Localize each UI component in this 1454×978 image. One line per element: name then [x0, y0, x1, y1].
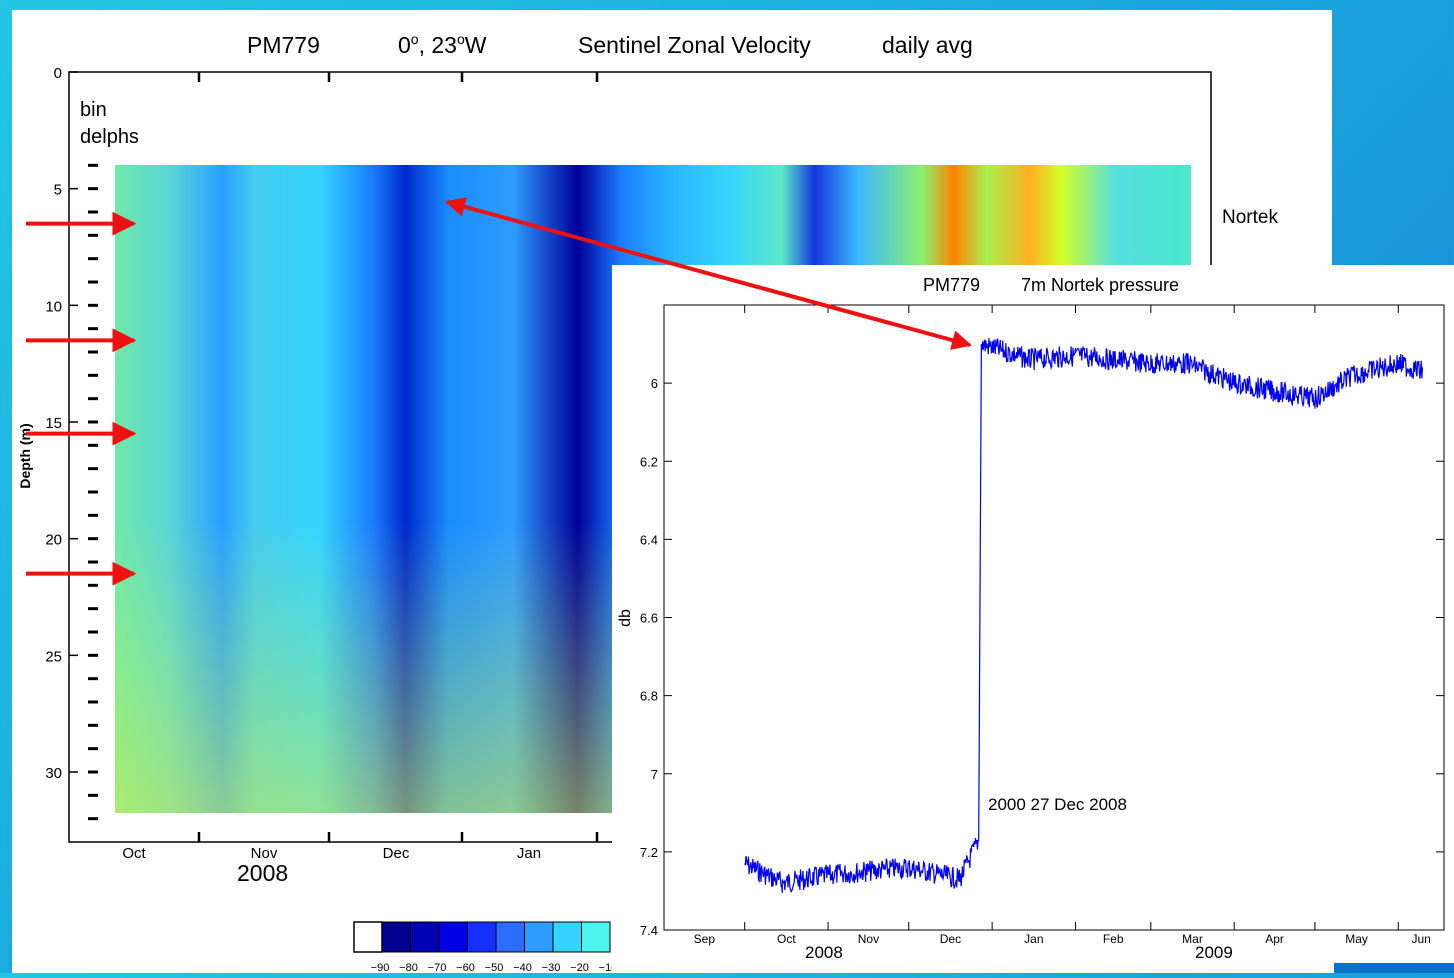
main-year-label: 2008 [237, 860, 288, 886]
inset-year-2009: 2009 [1195, 943, 1233, 962]
colorbar-tick-label: −90 [371, 962, 390, 973]
colorbar-swatch [410, 921, 440, 953]
pressure-tick-label: 7.2 [640, 845, 658, 860]
month-tick-label: Nov [251, 845, 278, 862]
colorbar-tick-label: −40 [513, 962, 532, 973]
pressure-ticks: 6 6.2 6.4 6.6 6.8 7 7.2 7.4 [640, 376, 1444, 938]
colorbar-swatch [581, 921, 611, 953]
colorbar-swatch [467, 921, 497, 953]
month-tick-label: Jan [517, 845, 541, 862]
colorbar-swatch [524, 921, 554, 953]
pressure-tick-label: 7.4 [640, 923, 658, 938]
main-title-position: 0o, 23oW [398, 31, 487, 58]
main-title-cruise: PM779 [247, 32, 320, 58]
colorbar-tick-label: −20 [570, 962, 589, 973]
pressure-panel: PM779 7m Nortek pressure db 6 6.2 6.4 6.6 6.… [612, 265, 1454, 973]
pressure-series-line [744, 338, 1424, 894]
colorbar-tick-label: −30 [542, 962, 561, 973]
bin-depth-marks [88, 163, 98, 821]
depth-arrows [26, 211, 137, 586]
inset-month-ticks: Sep Oct Nov Dec Jan Feb Mar Apr May Jun [694, 305, 1431, 946]
depth-tick-label: 30 [45, 765, 62, 782]
colorbar-swatch [438, 921, 468, 953]
depth-tick-label: 0 [54, 65, 62, 82]
delphs-label: delphs [80, 126, 139, 148]
depth-tick-label: 25 [45, 648, 62, 665]
pressure-tick-label: 6 [651, 376, 658, 391]
depth-tick-label: 5 [54, 182, 62, 199]
depth-ticks: 0 5 10 15 20 25 30 [45, 65, 78, 782]
colorbar [353, 921, 611, 953]
colorbar-swatch [552, 921, 582, 953]
inset-month-label: Apr [1265, 932, 1284, 946]
inset-month-label: Sep [694, 932, 716, 946]
bin-label: bin [80, 99, 107, 121]
inset-month-label: Jun [1411, 932, 1430, 946]
colorbar-swatch [353, 921, 383, 953]
pressure-tick-label: 6.2 [640, 454, 658, 469]
inset-month-label: Oct [777, 932, 796, 946]
main-title-averaging: daily avg [882, 32, 973, 58]
depth-tick-label: 15 [45, 415, 62, 432]
colorbar-tick-label: −70 [428, 962, 447, 973]
inset-month-label: Nov [858, 932, 879, 946]
colorbar-swatch [495, 921, 525, 953]
corner-accent [1334, 963, 1454, 973]
inset-month-label: May [1345, 932, 1368, 946]
inset-annotation: 2000 27 Dec 2008 [988, 795, 1127, 814]
inset-title-variable: 7m Nortek pressure [1021, 275, 1179, 295]
pressure-tick-label: 7 [651, 767, 658, 782]
pressure-tick-label: 6.8 [640, 689, 658, 704]
month-tick-label: Oct [122, 845, 146, 862]
month-ticks: Oct Nov Dec Jan [122, 72, 599, 862]
inset-ylabel: db [617, 609, 634, 627]
depth-tick-label: 20 [45, 532, 62, 549]
pressure-tick-label: 6.6 [640, 611, 658, 626]
inset-year-2008: 2008 [805, 943, 843, 962]
colorbar-tick-label: −50 [485, 962, 504, 973]
inset-plot-frame [663, 304, 1445, 931]
inset-month-label: Feb [1103, 932, 1124, 946]
inset-month-label: Dec [940, 932, 961, 946]
colorbar-tick-label: −60 [456, 962, 475, 973]
inset-title-cruise: PM779 [923, 275, 980, 295]
nortek-side-label: Nortek [1222, 207, 1278, 228]
main-title-variable: Sentinel Zonal Velocity [578, 32, 811, 58]
pressure-tick-label: 6.4 [640, 532, 658, 547]
inset-month-label: Jan [1024, 932, 1043, 946]
pressure-line-chart: PM779 7m Nortek pressure db 6 6.2 6.4 6.6 6.… [617, 275, 1445, 962]
depth-axis-label: Depth (m) [17, 423, 33, 488]
depth-tick-label: 10 [45, 298, 62, 315]
inset-month-label: Mar [1182, 932, 1203, 946]
month-tick-label: Dec [383, 845, 410, 862]
colorbar-tick-label: −80 [399, 962, 418, 973]
colorbar-swatch [381, 921, 411, 953]
